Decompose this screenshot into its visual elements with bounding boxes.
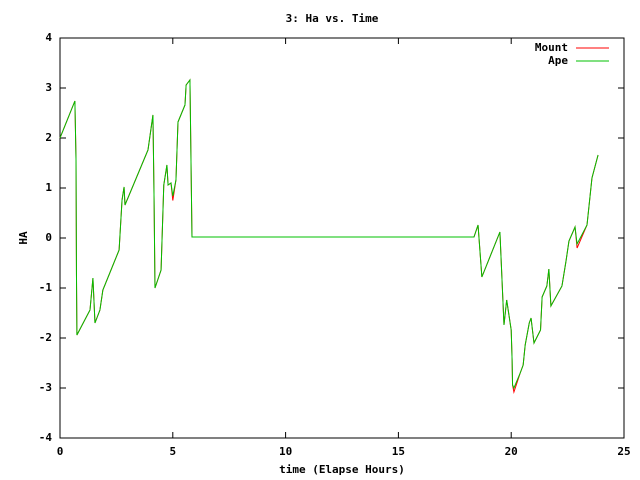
y-tick-label: 2 (45, 131, 52, 144)
y-tick-label: -4 (39, 431, 53, 444)
x-tick-label: 0 (57, 445, 64, 458)
legend-label: Ape (548, 54, 568, 67)
data-line (59, 78, 599, 390)
legend-label: Mount (535, 41, 568, 54)
x-tick-label: 25 (617, 445, 630, 458)
y-tick-label: 3 (45, 81, 52, 94)
y-axis-label: HA (17, 231, 30, 245)
x-axis-label: time (Elapse Hours) (279, 463, 405, 476)
x-tick-label: 5 (169, 445, 176, 458)
x-tick-label: 15 (392, 445, 405, 458)
data-line (59, 78, 599, 394)
y-tick-label: -1 (39, 281, 53, 294)
y-tick-label: 0 (45, 231, 52, 244)
y-tick-label: -3 (39, 381, 52, 394)
x-tick-label: 10 (279, 445, 292, 458)
chart-title: 3: Ha vs. Time (286, 12, 379, 25)
y-tick-label: 1 (45, 181, 52, 194)
plot-frame (59, 37, 625, 439)
y-tick-label: -2 (39, 331, 52, 344)
y-tick-label: 4 (45, 31, 52, 44)
x-tick-label: 20 (505, 445, 518, 458)
